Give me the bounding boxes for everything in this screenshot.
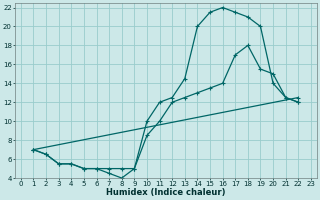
X-axis label: Humidex (Indice chaleur): Humidex (Indice chaleur) bbox=[106, 188, 226, 197]
